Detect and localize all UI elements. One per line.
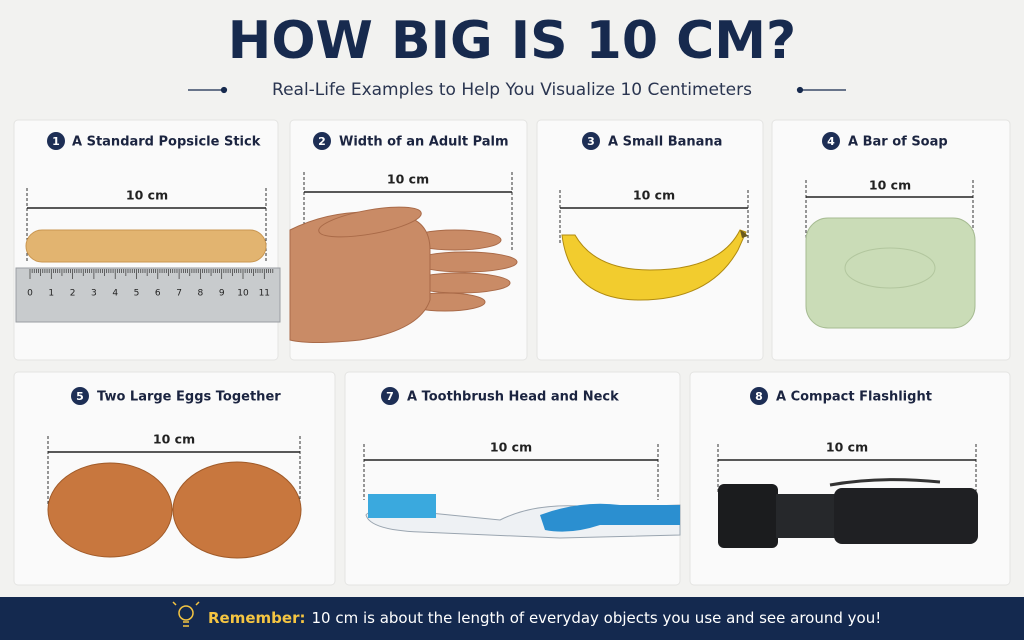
card-title: A Toothbrush Head and Neck <box>407 390 619 405</box>
footer-bar <box>0 597 1024 640</box>
toothbrush <box>365 494 681 539</box>
footer-text: 10 cm is about the length of everyday ob… <box>311 609 881 627</box>
card-title: A Bar of Soap <box>848 135 948 150</box>
ruler: 0 1 2 3 4 5 6 7 8 9 10 11 <box>15 267 281 323</box>
card-title: Two Large Eggs Together <box>97 390 281 405</box>
card-heading: 8 A Compact Flashlight <box>750 387 932 405</box>
bulb-icon <box>172 601 200 627</box>
measure: 10 cm <box>26 188 267 262</box>
palm <box>289 206 518 343</box>
card-title: A Compact Flashlight <box>776 390 932 405</box>
ruler-label: 8 <box>198 289 204 299</box>
card-title: A Standard Popsicle Stick <box>72 135 261 150</box>
soap <box>805 217 976 329</box>
measure: 10 cm <box>303 172 513 250</box>
ruler-label: 9 <box>219 289 225 299</box>
ruler-label: 0 <box>27 289 33 299</box>
measure: 10 cm <box>559 188 749 245</box>
card-heading: 3 A Small Banana <box>582 132 722 150</box>
ruler-label: 11 <box>259 289 270 299</box>
title: HOW BIG IS 10 CM? <box>228 11 796 71</box>
ruler-label: 10 <box>237 289 249 299</box>
footer-lead: Remember: <box>208 609 305 627</box>
measure-label: 10 cm <box>126 188 168 203</box>
card-number: 5 <box>76 390 84 403</box>
card-number: 1 <box>52 135 60 148</box>
measure: 10 cm <box>363 440 659 500</box>
card <box>536 119 764 361</box>
card-number: 7 <box>386 390 394 403</box>
measure-label: 10 cm <box>387 172 429 187</box>
measure-label: 10 cm <box>826 440 868 455</box>
ruler-label: 7 <box>176 289 182 299</box>
card-number: 4 <box>827 135 835 148</box>
card-heading: 7 A Toothbrush Head and Neck <box>381 387 619 405</box>
ruler-label: 4 <box>112 289 118 299</box>
card-heading: 5 Two Large Eggs Together <box>71 387 281 405</box>
measure-label: 10 cm <box>869 178 911 193</box>
flashlight <box>718 478 978 548</box>
card-number: 8 <box>755 390 763 403</box>
measure: 10 cm <box>47 432 301 505</box>
card-title: Width of an Adult Palm <box>339 135 509 150</box>
popsicle-stick <box>25 229 267 263</box>
card-number: 3 <box>587 135 595 148</box>
measure: 10 cm <box>717 440 977 492</box>
ruler-label: 3 <box>91 289 97 299</box>
card-heading: 4 A Bar of Soap <box>822 132 948 150</box>
eggs <box>47 461 302 559</box>
ruler-label: 6 <box>155 289 161 299</box>
ruler-label: 5 <box>134 289 140 299</box>
subtitle: Real-Life Examples to Help You Visualize… <box>272 80 752 100</box>
card-title: A Small Banana <box>608 135 722 150</box>
banana <box>561 229 748 301</box>
measure-label: 10 cm <box>490 440 532 455</box>
footer-note: Remember: 10 cm is about the length of ev… <box>208 609 881 627</box>
card-heading: 2 Width of an Adult Palm <box>313 132 509 150</box>
card-heading: 1 A Standard Popsicle Stick <box>47 132 261 150</box>
measure: 10 cm <box>805 178 974 240</box>
ruler-label: 2 <box>70 289 76 299</box>
ruler-label: 1 <box>48 289 54 299</box>
card-number: 2 <box>318 135 326 148</box>
measure-label: 10 cm <box>633 188 675 203</box>
subtitle-rule <box>188 86 846 94</box>
measure-label: 10 cm <box>153 432 195 447</box>
